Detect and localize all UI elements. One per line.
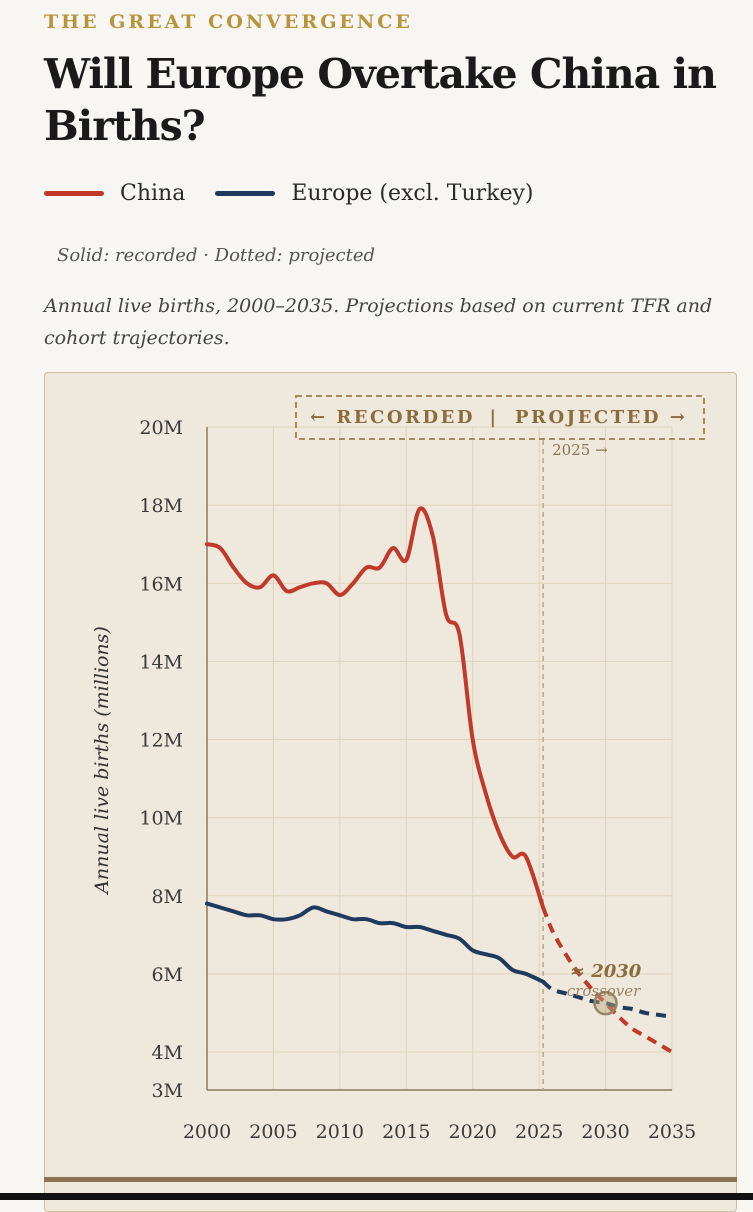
page-title: Will Europe Overtake China in Births? <box>44 50 717 150</box>
crossover-sublabel: crossover <box>567 982 641 1000</box>
x-tick-label: 2010 <box>316 1121 364 1143</box>
y-tick-label: 6M <box>151 964 183 986</box>
chart-panel <box>44 372 737 1212</box>
series-lines <box>205 506 674 1054</box>
x-tick-label: 2005 <box>249 1121 297 1143</box>
y-tick-label: 4M <box>151 1042 183 1064</box>
legend: China Europe (excl. Turkey) <box>44 177 564 209</box>
x-tick-label: 2025 <box>515 1121 563 1143</box>
banner-separator: | <box>489 407 498 428</box>
divider-label: 2025 → <box>552 441 608 459</box>
legend-swatch-china <box>44 190 104 196</box>
x-tick-label: 2020 <box>449 1121 497 1143</box>
y-tick-label: 20M <box>139 417 183 439</box>
series-china-projected <box>541 906 674 1054</box>
legend-item-europe: Europe (excl. Turkey) <box>215 180 534 206</box>
legend-label-europe: Europe (excl. Turkey) <box>291 180 534 206</box>
recorded-projected-banner: ← RECORDED | PROJECTED → <box>295 395 705 440</box>
crossover-marker <box>593 990 618 1016</box>
series-europe-recorded <box>205 901 546 984</box>
x-tick-label: 2035 <box>648 1121 696 1143</box>
legend-item-china: China <box>44 181 185 206</box>
legend-label-china: China <box>120 180 186 206</box>
banner-recorded-label: ← RECORDED <box>310 407 475 428</box>
y-tick-label: 10M <box>139 808 183 830</box>
legend-swatch-europe <box>215 190 276 196</box>
y-tick-label: 14M <box>139 651 183 673</box>
series-china-recorded <box>205 506 546 910</box>
y-tick-label: 16M <box>139 573 183 595</box>
bottom-strip <box>0 1193 753 1200</box>
x-tick-label: 2000 <box>183 1121 231 1143</box>
y-tick-label: 8M <box>151 886 183 908</box>
banner-box <box>295 395 705 440</box>
x-tick-label: 2030 <box>581 1121 629 1143</box>
series-europe-projected <box>541 980 673 1019</box>
axes: 3M 4M 6M 8M 10M 12M 14M 16M 18M 20M 2000 2005 2010 20… <box>139 417 696 1143</box>
panel-bottom-rule <box>44 1177 737 1182</box>
chart-subtitle: Annual live births, 2000–2035. Projectio… <box>44 295 713 349</box>
line-style-note: Solid: recorded · Dotted: projected <box>57 245 376 266</box>
banner-projected-label: PROJECTED → <box>515 407 687 428</box>
y-tick-label: 18M <box>139 495 183 517</box>
y-tick-label: 12M <box>139 730 183 752</box>
crossover-label: ≈ 2030 <box>570 961 642 982</box>
y-axis-label: Annual live births (millions) <box>91 626 113 896</box>
kicker: THE GREAT CONVERGENCE <box>44 11 413 33</box>
x-tick-label: 2015 <box>382 1121 430 1143</box>
y-tick-label: 3M <box>151 1080 183 1102</box>
